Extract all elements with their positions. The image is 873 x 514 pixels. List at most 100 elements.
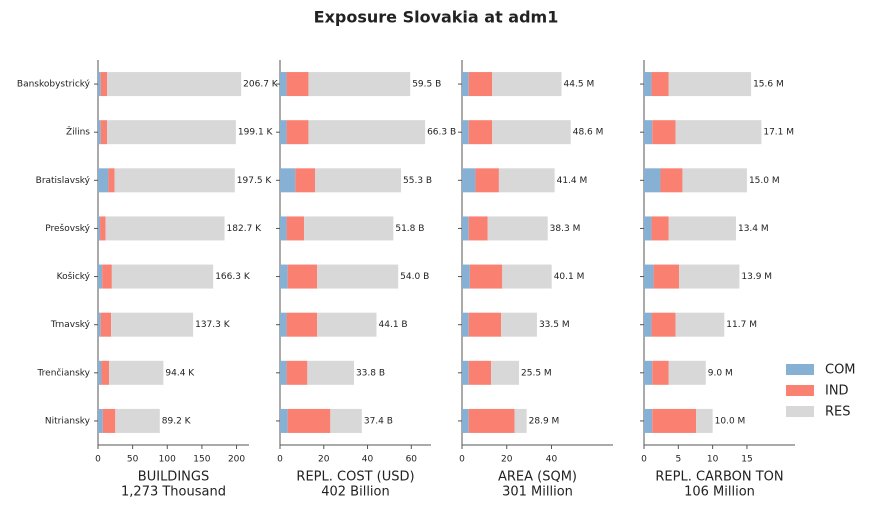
bar-segment xyxy=(462,312,469,337)
bar-segment xyxy=(468,72,493,97)
total-label: 9.0 M xyxy=(708,368,733,378)
legend-label: IND xyxy=(825,384,849,399)
x-axis-label: BUILDINGS xyxy=(138,470,209,485)
bar-segment xyxy=(111,264,214,289)
bar-segment xyxy=(280,72,287,97)
total-label: 51.8 B xyxy=(395,224,424,234)
bar-segment xyxy=(462,408,469,433)
y-tick-label: Bratislavský xyxy=(36,176,91,186)
bar-segment xyxy=(644,72,652,97)
bar-segment xyxy=(679,264,740,289)
bar-segment xyxy=(468,360,492,385)
bar-segment xyxy=(330,408,362,433)
y-tick-label: Košický xyxy=(57,271,91,282)
x-axis-label: REPL. CARBON TON xyxy=(655,470,783,485)
bar-segment xyxy=(98,120,101,145)
bar-segment xyxy=(307,360,354,385)
x-tick-label: 40 xyxy=(546,455,558,465)
bar-segment xyxy=(295,168,316,193)
bar-segment xyxy=(462,120,469,145)
bar-segment xyxy=(644,120,653,145)
bar-segment xyxy=(304,216,394,241)
bar-segment xyxy=(308,120,426,145)
total-label: 54.0 B xyxy=(400,272,429,282)
bar-segment xyxy=(101,360,110,385)
total-label: 37.4 B xyxy=(364,416,393,426)
legend-label: RES xyxy=(825,405,851,420)
bar-segment xyxy=(98,360,102,385)
legend-label: COM xyxy=(825,363,856,378)
bar-segment xyxy=(644,360,653,385)
bar-segment xyxy=(668,216,736,241)
bar-segment xyxy=(100,72,108,97)
x-tick-label: 0 xyxy=(459,455,465,465)
total-label: 48.6 M xyxy=(573,128,604,138)
bar-segment xyxy=(514,408,527,433)
bar-segment xyxy=(475,168,499,193)
bar-segment xyxy=(644,216,652,241)
total-label: 40.1 M xyxy=(554,272,585,282)
x-axis-label: 301 Million xyxy=(502,485,573,500)
x-axis-label: REPL. COST (USD) xyxy=(296,470,414,485)
bar-segment xyxy=(498,168,555,193)
total-label: 28.9 M xyxy=(529,416,560,426)
legend-swatch xyxy=(786,385,814,396)
bar-segment xyxy=(102,264,112,289)
total-label: 13.4 M xyxy=(738,224,769,234)
bar-segment xyxy=(287,264,318,289)
total-label: 94.4 K xyxy=(165,368,195,378)
bar-segment xyxy=(286,72,309,97)
total-label: 11.7 M xyxy=(726,320,757,330)
bar-segment xyxy=(108,168,115,193)
bar-segment xyxy=(462,264,470,289)
bar-segment xyxy=(315,168,402,193)
bar-segment xyxy=(317,312,377,337)
x-axis-label: 402 Billion xyxy=(321,485,390,500)
total-label: 17.1 M xyxy=(763,128,794,138)
bar-segment xyxy=(111,312,194,337)
x-tick-label: 0 xyxy=(95,455,101,465)
bar-segment xyxy=(660,168,683,193)
bar-segment xyxy=(286,216,305,241)
total-label: 206.7 K xyxy=(243,80,279,90)
total-label: 166.3 K xyxy=(215,272,251,282)
x-tick-label: 200 xyxy=(228,455,245,465)
bar-segment xyxy=(462,72,469,97)
total-label: 59.5 B xyxy=(412,80,441,90)
total-label: 66.3 B xyxy=(427,128,456,138)
bar-segment xyxy=(280,312,287,337)
x-tick-label: 20 xyxy=(318,455,330,465)
bar-segment xyxy=(469,264,503,289)
bar-segment xyxy=(280,168,296,193)
y-tick-label: Banskobystrický xyxy=(17,80,91,90)
bar-segment xyxy=(652,408,697,433)
bar-segment xyxy=(644,264,654,289)
bar-segment xyxy=(107,72,242,97)
total-label: 197.5 K xyxy=(237,176,273,186)
bar-segment xyxy=(102,408,116,433)
bar-segment xyxy=(98,408,103,433)
bar-segment xyxy=(287,408,331,433)
bar-segment xyxy=(280,120,287,145)
total-label: 182.7 K xyxy=(227,224,263,234)
bar-segment xyxy=(317,264,399,289)
x-tick-label: 5 xyxy=(675,455,681,465)
x-tick-label: 40 xyxy=(362,455,374,465)
total-label: 89.2 K xyxy=(162,416,192,426)
total-label: 44.5 M xyxy=(564,80,595,90)
bar-segment xyxy=(651,216,669,241)
bar-segment xyxy=(668,72,752,97)
bar-segment xyxy=(105,216,225,241)
bar-segment xyxy=(115,408,160,433)
bar-segment xyxy=(468,312,502,337)
bar-segment xyxy=(644,312,652,337)
bar-segment xyxy=(462,216,469,241)
total-label: 137.3 K xyxy=(195,320,231,330)
total-label: 33.5 M xyxy=(539,320,570,330)
x-axis-label: 106 Million xyxy=(684,485,755,500)
x-tick-label: 150 xyxy=(193,455,210,465)
bar-segment xyxy=(644,408,653,433)
total-label: 15.6 M xyxy=(753,80,784,90)
x-axis-label: AREA (SQM) xyxy=(498,470,577,485)
bar-segment xyxy=(308,72,411,97)
